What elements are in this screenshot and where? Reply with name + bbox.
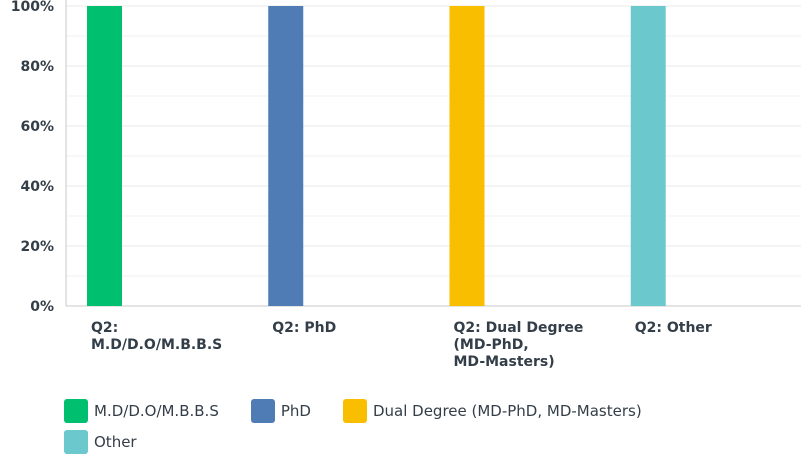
- x-tick-label-line: (MD-PhD,: [454, 337, 529, 353]
- x-tick-label-line: Q2: Other: [635, 320, 712, 336]
- legend-label-other: Other: [94, 433, 137, 451]
- bar-3-cat-3: [449, 6, 485, 306]
- x-tick-label-line: Q2: PhD: [272, 320, 336, 336]
- bar-chart: 0% 20% 40% 60% 80% 100% Q2: M.D/D.O/M.B.B.S Q2: …: [11, 0, 801, 370]
- legend-swatch-md: [64, 399, 88, 423]
- legend-label-dual-degree: Dual Degree (MD-PhD, MD-Masters): [372, 402, 642, 420]
- x-tick-label: Q2: Dual Degree (MD-PhD, MD-Masters): [454, 320, 584, 370]
- legend-item-md: M.D/D.O/M.B.B.S: [64, 399, 219, 423]
- legend-item-dual-degree: Dual Degree (MD-PhD, MD-Masters): [342, 399, 642, 423]
- legend-item-other: Other: [64, 430, 137, 454]
- x-tick-label: Q2: Other: [635, 320, 712, 336]
- x-tick-label-line: Q2:: [91, 320, 118, 336]
- x-tick-label-line: M.D/D.O/M.B.B.S: [91, 337, 222, 353]
- y-tick-label: 20%: [20, 239, 54, 255]
- bar-4-cat-4: [630, 6, 666, 306]
- x-tick-label-line: Q2: Dual Degree: [454, 320, 584, 336]
- x-tick-label: Q2: M.D/D.O/M.B.B.S: [91, 320, 222, 353]
- y-tick-label: 100%: [11, 0, 54, 15]
- legend-label-phd: PhD: [280, 402, 311, 420]
- legend-swatch-phd: [250, 399, 275, 423]
- legend-row-2: Other: [64, 429, 764, 455]
- legend-swatch-dual-degree: [342, 399, 367, 423]
- y-tick-label: 60%: [20, 119, 54, 135]
- chart-legend: M.D/D.O/M.B.B.S PhD Dual Degree (MD-PhD,…: [64, 398, 764, 460]
- legend-item-phd: PhD: [250, 399, 311, 423]
- legend-label-md: M.D/D.O/M.B.B.S: [94, 402, 219, 420]
- bar-1-cat-1: [87, 6, 122, 306]
- x-tick-label-line: MD-Masters): [454, 354, 555, 370]
- y-tick-label: 40%: [20, 179, 54, 195]
- x-tick-label: Q2: PhD: [272, 320, 336, 336]
- legend-swatch-other: [64, 430, 88, 454]
- y-tick-label: 80%: [20, 59, 54, 75]
- legend-row-1: M.D/D.O/M.B.B.S PhD Dual Degree (MD-PhD,…: [64, 398, 764, 424]
- y-tick-label: 0%: [30, 299, 54, 315]
- bar-2-cat-2: [268, 6, 304, 306]
